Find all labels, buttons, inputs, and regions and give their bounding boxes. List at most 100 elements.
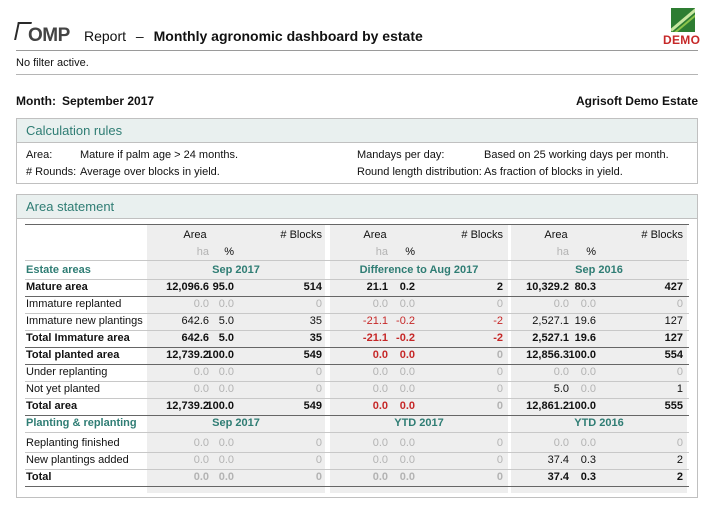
row-label: Under replanting	[26, 366, 108, 378]
rule-area-label: Area:	[26, 149, 53, 161]
table-cell: 0.0	[580, 298, 596, 310]
row-divider	[25, 330, 689, 331]
table-cell: 0.0	[399, 400, 415, 412]
table-cell: 2	[676, 454, 683, 466]
table-cell: -2	[493, 315, 503, 327]
table-cell: 35	[309, 315, 322, 327]
row-label: Not yet planted	[26, 383, 100, 395]
row-divider	[25, 224, 689, 225]
table-cell: 0.0	[193, 298, 209, 310]
table-cell: 554	[664, 349, 683, 361]
table-cell: 127	[664, 315, 683, 327]
table-cell: 0	[315, 383, 322, 395]
table-cell: 0.3	[580, 454, 596, 466]
table-cell: 549	[303, 400, 322, 412]
table-cell: -0.2	[396, 315, 415, 327]
table-cell: 0	[496, 400, 503, 412]
row-label: Total Immature area	[26, 332, 130, 344]
column-group-background	[330, 225, 508, 493]
row-divider	[25, 486, 689, 487]
palm-leaf-icon	[671, 8, 695, 32]
table-cell: 514	[303, 281, 322, 293]
table-cell: 0.3	[580, 471, 596, 483]
row-label: Replanting finished	[26, 437, 120, 449]
row-label: Total	[26, 471, 52, 483]
table-cell: 0.0	[372, 298, 388, 310]
table-cell: 0.0	[372, 400, 388, 412]
table-cell: 5.0	[218, 332, 234, 344]
table-cell: 1	[676, 383, 683, 395]
rule-round-length-value: As fraction of blocks in yield.	[484, 166, 623, 178]
area-column-header: Area	[183, 229, 207, 241]
page-title: Report – Monthly agronomic dashboard by …	[84, 28, 423, 44]
row-divider	[25, 364, 689, 365]
row-divider	[25, 415, 689, 416]
section-label: Estate areas	[26, 264, 91, 276]
header-divider	[16, 50, 698, 51]
section-period-header: YTD 2017	[394, 417, 444, 429]
demo-logo: DEMO	[663, 8, 701, 48]
table-cell: -0.2	[396, 332, 415, 344]
table-cell: 0.0	[193, 366, 209, 378]
report-header: OMP Report – Monthly agronomic dashboard…	[0, 0, 714, 50]
row-divider	[25, 296, 689, 297]
table-cell: -21.1	[362, 332, 388, 344]
table-cell: 127	[664, 332, 683, 344]
table-cell: 37.4	[547, 471, 569, 483]
table-cell: 12,739.2	[166, 349, 209, 361]
table-cell: 642.6	[181, 315, 209, 327]
column-group-background	[147, 225, 325, 493]
row-label: Immature replanted	[26, 298, 122, 310]
filter-status: No filter active.	[16, 57, 89, 69]
blocks-column-header: # Blocks	[641, 229, 683, 241]
pct-unit-header: %	[405, 246, 415, 258]
table-cell: 0.0	[399, 298, 415, 310]
ha-unit-header: ha	[196, 246, 209, 258]
table-cell: 19.6	[574, 315, 596, 327]
table-cell: 12,739.2	[166, 400, 209, 412]
row-divider	[25, 398, 689, 399]
month-value: September 2017	[61, 94, 155, 108]
estate-name: Agrisoft Demo Estate	[575, 94, 698, 108]
table-cell: 0	[496, 349, 503, 361]
row-label: Total area	[26, 400, 78, 412]
table-cell: 0.0	[372, 471, 388, 483]
report-subtitle: Monthly agronomic dashboard by estate	[153, 28, 423, 44]
table-cell: 0.0	[553, 437, 569, 449]
month-label: Month:	[16, 94, 56, 108]
table-cell: 2,527.1	[532, 315, 569, 327]
table-cell: 2	[676, 471, 683, 483]
table-cell: 2,527.1	[532, 332, 569, 344]
table-cell: 0	[496, 471, 503, 483]
table-cell: 12,856.3	[526, 349, 569, 361]
table-cell: 0.0	[399, 366, 415, 378]
omp-logo: OMP	[14, 22, 76, 46]
table-cell: -2	[493, 332, 503, 344]
table-cell: 0.0	[580, 437, 596, 449]
table-cell: 5.0	[218, 315, 234, 327]
table-cell: 0	[315, 437, 322, 449]
table-cell: 0.0	[372, 383, 388, 395]
table-cell: 0	[315, 454, 322, 466]
table-cell: 0	[676, 437, 683, 449]
row-divider	[25, 469, 689, 470]
row-label: Immature new plantings	[26, 315, 143, 327]
logo-text: OMP	[28, 25, 70, 46]
calculation-rules-panel: Calculation rules Area: Mature if palm a…	[16, 118, 698, 184]
table-cell: 0.0	[399, 383, 415, 395]
table-cell: 10,329.2	[526, 281, 569, 293]
table-cell: 0.0	[580, 383, 596, 395]
table-cell: -21.1	[362, 315, 388, 327]
pct-unit-header: %	[586, 246, 596, 258]
table-cell: 95.0	[212, 281, 234, 293]
table-cell: 0.2	[399, 281, 415, 293]
table-cell: 549	[303, 349, 322, 361]
calculation-rules-title: Calculation rules	[17, 119, 697, 143]
table-cell: 100.0	[206, 349, 234, 361]
table-cell: 0.0	[372, 349, 388, 361]
section-period-header: Sep 2017	[212, 417, 260, 429]
section-period-header: Difference to Aug 2017	[359, 264, 479, 276]
area-column-header: Area	[363, 229, 387, 241]
blocks-column-header: # Blocks	[280, 229, 322, 241]
table-cell: 0	[676, 366, 683, 378]
